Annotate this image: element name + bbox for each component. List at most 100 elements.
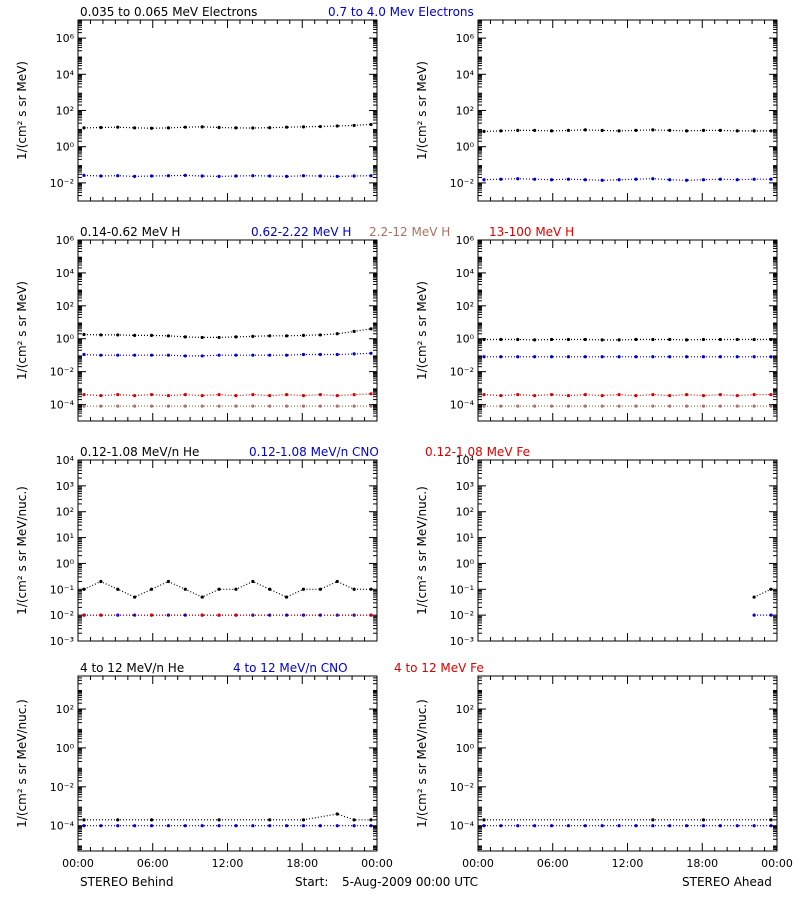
y-tick-label: 10⁴	[56, 68, 75, 81]
data-point-blue	[634, 355, 638, 359]
data-point-blue	[284, 824, 289, 828]
data-point-blue	[200, 354, 204, 358]
x-tick-label: 18:00	[286, 857, 318, 870]
y-tick-label: 10⁰	[56, 742, 75, 755]
data-point-red	[234, 613, 238, 617]
legend-entry-3-2: 0.12-1.08 MeV/n CNO	[249, 445, 379, 459]
data-point-black	[549, 337, 554, 342]
y-tick-label: 10²	[56, 105, 74, 118]
data-point-black	[335, 812, 339, 816]
legend-entry-1-1: 0.035 to 0.065 MeV Electrons	[80, 5, 257, 19]
data-point-black	[335, 332, 339, 336]
data-point-black	[318, 333, 322, 337]
data-point-black	[234, 126, 238, 130]
y-tick-label: 10⁰	[56, 141, 75, 154]
data-point-tan	[99, 404, 103, 408]
data-point-black	[149, 333, 154, 337]
y-tick-label: 10⁻¹	[450, 583, 474, 596]
data-point-black	[499, 129, 503, 133]
data-point-blue	[634, 177, 638, 181]
legend-entry-2-3: 2.2-12 MeV H	[369, 225, 450, 239]
data-point-blue	[668, 355, 672, 359]
data-point-red	[735, 393, 739, 398]
data-point-red	[99, 393, 103, 398]
y-tick-label: 10⁶	[456, 234, 475, 247]
y-tick-label: 10⁻²	[450, 609, 474, 622]
data-point-tan	[200, 404, 204, 408]
data-point-blue	[684, 824, 689, 828]
panel-r3-behind: 10⁻³ 10⁻² 10⁻¹ 10⁰ 10¹ 10² 10³ 10⁴ 1/(cm² s sr M…	[15, 454, 378, 648]
data-point-red	[234, 393, 238, 398]
data-point-blue	[668, 824, 672, 828]
data-point-blue	[668, 178, 672, 182]
data-point-black	[533, 338, 537, 342]
data-point-black	[769, 587, 773, 591]
data-point-blue	[99, 824, 103, 828]
data-point-red	[335, 393, 339, 398]
data-point-black	[634, 128, 638, 132]
data-point-black	[149, 818, 154, 822]
data-point-black	[268, 818, 272, 822]
data-point-blue	[133, 174, 137, 178]
data-point-blue	[234, 353, 238, 357]
data-point-black	[234, 335, 238, 339]
data-point-black	[735, 129, 739, 133]
y-axis-label: 1/(cm² s sr MeV)	[415, 61, 429, 160]
data-point-blue	[99, 353, 103, 357]
y-tick-label: 10⁻⁴	[450, 820, 475, 833]
y-tick-label: 10²	[56, 506, 74, 519]
data-point-blue	[318, 613, 322, 617]
y-tick-label: 10²	[456, 300, 474, 313]
data-point-red	[99, 613, 103, 617]
legend-entry-1-2: 0.7 to 4.0 Mev Electrons	[328, 5, 474, 19]
data-point-black	[583, 337, 587, 342]
y-tick-label: 10⁴	[56, 454, 75, 467]
data-point-blue	[583, 824, 587, 828]
x-tick-label: 18:00	[686, 857, 718, 870]
data-point-black	[600, 338, 604, 342]
data-point-red	[369, 613, 373, 617]
data-point-black	[369, 327, 373, 331]
y-tick-label: 10⁶	[456, 32, 475, 45]
data-point-black	[499, 337, 503, 342]
data-point-red	[684, 393, 689, 397]
footer-ahead-label: STEREO Ahead	[682, 875, 772, 889]
y-tick-label: 10⁴	[456, 267, 475, 280]
data-point-red	[200, 613, 204, 617]
y-tick-label: 10¹	[56, 532, 74, 545]
data-point-black	[284, 334, 289, 338]
data-point-blue	[634, 824, 638, 828]
data-point-blue	[318, 174, 322, 178]
data-point-blue	[600, 178, 604, 182]
y-tick-label: 10⁻¹	[50, 583, 74, 596]
data-point-tan	[735, 404, 739, 408]
data-point-blue	[600, 824, 604, 828]
data-point-black	[166, 579, 171, 584]
data-point-blue	[284, 174, 289, 178]
data-point-black	[769, 129, 773, 133]
data-point-black	[318, 587, 322, 591]
x-tick-label: 06:00	[137, 857, 169, 870]
data-point-blue	[133, 353, 137, 357]
y-tick-label: 10⁶	[56, 234, 75, 247]
data-point-black	[482, 129, 486, 134]
data-point-blue	[583, 355, 587, 359]
data-point-blue	[533, 177, 537, 181]
data-point-blue	[533, 355, 537, 359]
data-point-red	[133, 393, 137, 398]
data-point-black	[600, 128, 604, 132]
data-point-blue	[149, 824, 154, 828]
data-point-tan	[183, 404, 187, 408]
y-tick-label: 10⁰	[56, 333, 75, 346]
data-point-tan	[335, 404, 339, 408]
y-tick-label: 10⁻²	[50, 781, 74, 794]
data-point-blue	[718, 355, 722, 359]
data-point-blue	[183, 824, 187, 828]
data-point-red	[251, 393, 255, 397]
data-point-black	[369, 587, 373, 591]
data-point-blue	[183, 354, 187, 358]
data-point-blue	[499, 824, 503, 828]
data-point-tan	[583, 404, 587, 408]
